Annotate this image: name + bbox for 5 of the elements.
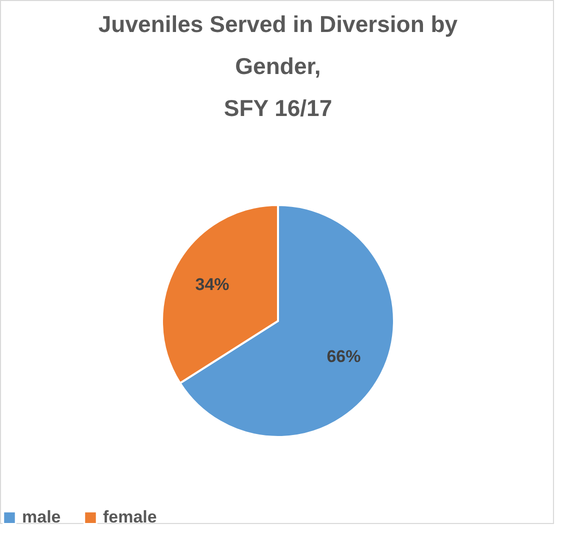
data-label: 34% — [195, 274, 230, 294]
data-label: 66% — [326, 347, 361, 366]
legend-label: female — [103, 508, 157, 527]
chart-title: Juveniles Served in Diversion by Gender, SFY 16/17 — [98, 11, 458, 121]
legend-label: male — [22, 508, 61, 527]
